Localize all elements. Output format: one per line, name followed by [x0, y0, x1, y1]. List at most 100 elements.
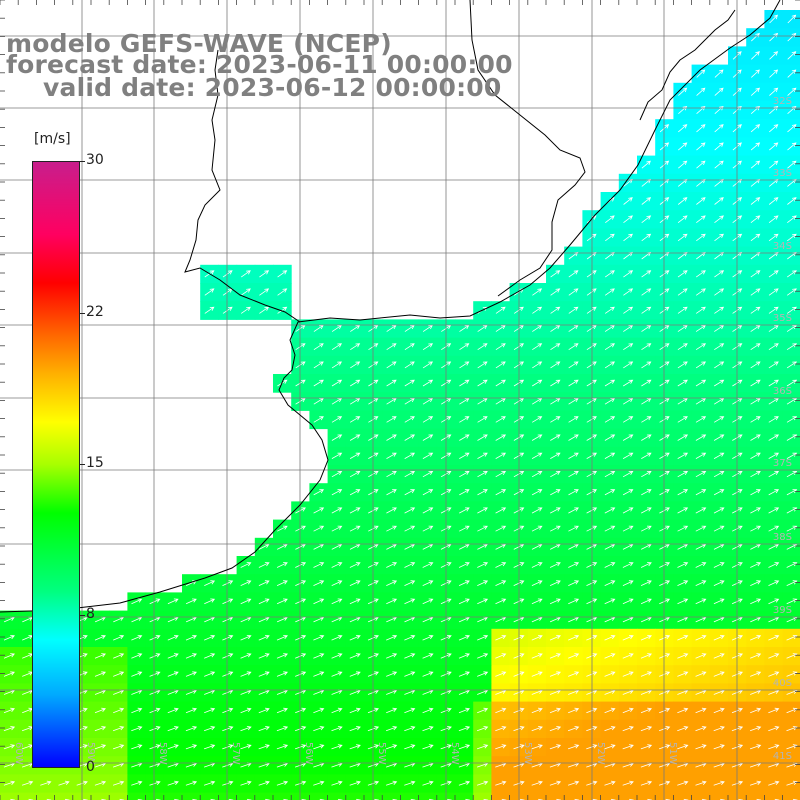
wind-arrow — [476, 780, 489, 786]
wind-arrow — [786, 562, 798, 568]
wind-arrow — [750, 452, 761, 459]
wind-arrow — [549, 562, 561, 568]
wind-arrow — [495, 598, 507, 605]
wind-arrow — [404, 744, 416, 750]
wind-arrow — [713, 671, 725, 677]
wind-arrow — [94, 744, 107, 750]
wind-cell — [473, 792, 492, 800]
wind-arrow — [586, 507, 598, 514]
wind-arrow — [276, 726, 289, 732]
wind-arrow — [331, 562, 343, 568]
wind-arrow — [386, 671, 398, 677]
wind-arrow — [786, 452, 798, 459]
wind-arrow — [713, 416, 725, 423]
wind-arrow — [695, 562, 707, 568]
wind-arrow — [641, 452, 652, 459]
wind-arrow — [622, 525, 634, 532]
wind-cell — [345, 792, 365, 800]
wind-arrow — [768, 707, 780, 714]
wind-arrow — [768, 416, 779, 423]
wind-arrow — [131, 635, 143, 641]
wind-arrow — [422, 434, 434, 441]
wind-arrow — [476, 744, 489, 750]
wind-arrow — [786, 707, 798, 714]
wind-arrow — [586, 653, 598, 659]
wind-arrow — [713, 470, 725, 478]
wind-cell — [36, 792, 56, 800]
wind-arrow — [640, 580, 652, 586]
wind-arrow — [477, 562, 489, 568]
wind-arrow — [622, 598, 634, 605]
wind-arrow — [458, 635, 470, 641]
wind-arrow — [331, 744, 343, 750]
wind-arrow — [641, 215, 652, 224]
wind-arrow — [495, 726, 507, 732]
wind-arrow — [750, 653, 762, 659]
wind-arrow — [459, 434, 470, 441]
wind-arrow — [787, 215, 797, 224]
wind-arrow — [185, 726, 198, 732]
wind-arrow — [586, 343, 597, 351]
wind-arrow — [623, 361, 634, 369]
wind-arrow — [640, 635, 652, 641]
wind-arrow — [604, 507, 616, 514]
longitude-label: 53W — [522, 742, 533, 765]
wind-arrow — [677, 507, 689, 514]
wind-arrow — [349, 525, 361, 532]
wind-arrow — [204, 580, 216, 586]
wind-arrow — [331, 580, 343, 586]
wind-arrow — [531, 707, 543, 714]
wind-arrow — [149, 744, 161, 750]
wind-arrow — [331, 470, 343, 478]
wind-arrow — [185, 635, 197, 641]
wind-arrow — [185, 780, 198, 786]
wind-arrow — [313, 507, 325, 514]
wind-arrow — [167, 744, 179, 750]
wind-arrow — [641, 489, 652, 496]
wind-arrow — [714, 288, 725, 296]
wind-arrow — [386, 598, 398, 605]
wind-arrow — [696, 69, 706, 78]
wind-arrow — [404, 653, 416, 659]
wind-cell — [218, 792, 238, 800]
wind-arrow — [222, 780, 234, 786]
wind-arrow — [768, 744, 780, 750]
wind-arrow — [641, 434, 652, 441]
wind-cell — [527, 792, 547, 800]
wind-arrow — [714, 124, 724, 133]
wind-arrow — [3, 653, 15, 659]
wind-cell — [291, 792, 310, 800]
wind-arrow — [769, 69, 779, 78]
wind-arrow — [714, 306, 725, 314]
wind-arrow — [203, 726, 216, 732]
patos-lagoon — [639, 9, 736, 121]
wind-arrow — [786, 635, 798, 641]
wind-arrow — [313, 361, 324, 369]
wind-arrow — [21, 780, 34, 786]
wind-arrow — [677, 416, 688, 423]
wind-arrow — [531, 726, 543, 732]
wind-arrow — [586, 489, 598, 496]
wind-arrow — [258, 598, 270, 605]
wind-arrow — [204, 635, 216, 641]
wind-arrow — [714, 142, 724, 151]
wind-arrow — [550, 361, 561, 369]
wind-arrow — [94, 707, 106, 714]
wind-arrow — [276, 580, 288, 586]
latitude-label: 34S — [773, 241, 792, 252]
wind-cell — [491, 792, 511, 800]
wind-arrow — [240, 653, 252, 659]
wind-arrow — [695, 470, 707, 478]
wind-arrow — [313, 653, 325, 659]
wind-arrow — [750, 562, 762, 568]
wind-arrow — [532, 288, 543, 296]
wind-arrow — [550, 489, 561, 496]
wind-arrow — [604, 780, 616, 786]
wind-arrow — [258, 635, 270, 641]
wind-arrow — [531, 452, 543, 459]
wind-arrow — [604, 288, 615, 296]
wind-arrow — [313, 635, 325, 641]
wind-arrow — [531, 470, 543, 478]
wind-arrow — [786, 525, 798, 532]
wind-arrow — [695, 598, 707, 605]
